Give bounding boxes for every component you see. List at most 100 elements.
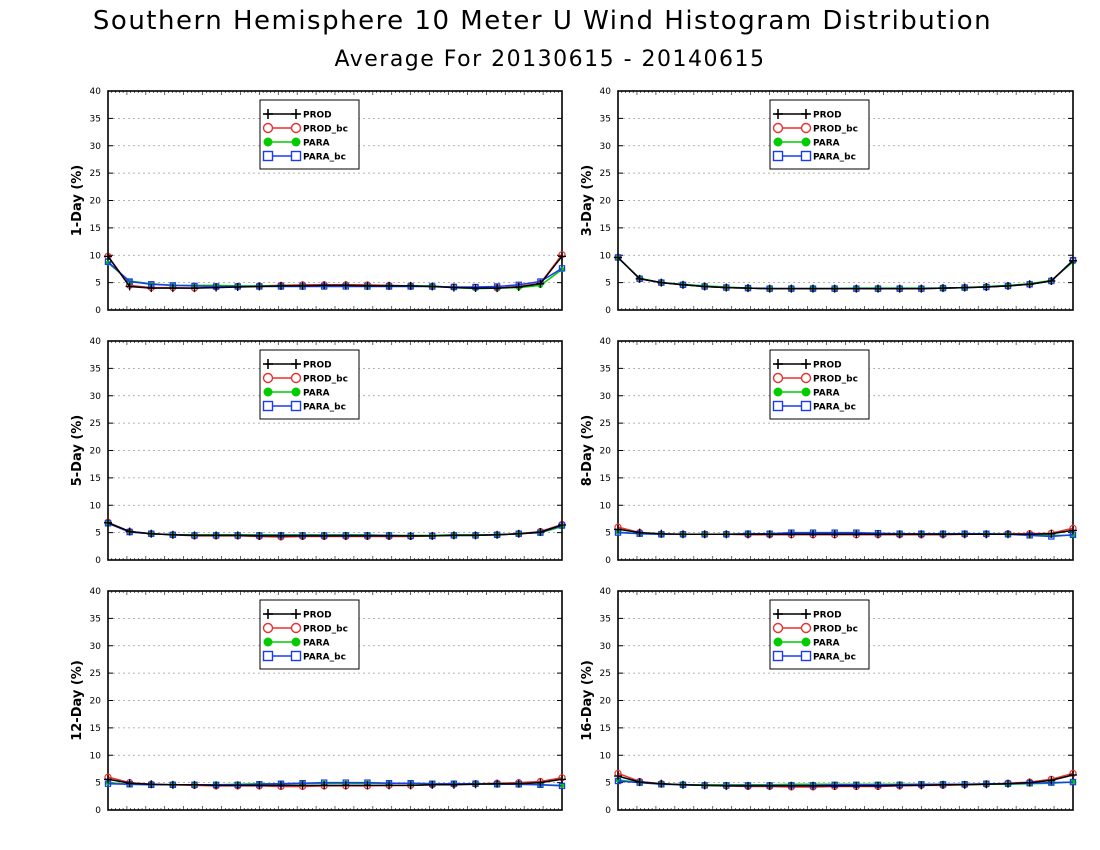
y-tick-label: 10 bbox=[600, 501, 612, 511]
legend-marker bbox=[800, 372, 812, 384]
legend-marker bbox=[772, 622, 784, 634]
series-line-prod bbox=[107, 522, 563, 537]
y-tick-label: 15 bbox=[90, 224, 101, 234]
legend-marker bbox=[290, 150, 302, 162]
legend-marker bbox=[262, 122, 274, 134]
legend-box bbox=[769, 99, 870, 170]
y-axis-label: 3-Day (%) bbox=[580, 165, 595, 237]
legend-marker bbox=[262, 622, 274, 634]
y-tick-label: 10 bbox=[90, 751, 102, 761]
legend-marker bbox=[262, 372, 274, 384]
legend-label: PARA_bc bbox=[303, 653, 346, 663]
legend-marker bbox=[773, 137, 783, 147]
legend-label: PARA_bc bbox=[813, 403, 856, 413]
legend-marker bbox=[773, 637, 783, 647]
legend-marker bbox=[801, 637, 811, 647]
legend-marker bbox=[291, 637, 301, 647]
marker-para-bc bbox=[558, 265, 566, 272]
series-line-para-bc bbox=[107, 261, 563, 288]
y-tick-label: 30 bbox=[90, 392, 102, 402]
y-axis-label: 5-Day (%) bbox=[70, 415, 85, 487]
y-tick-label: 20 bbox=[600, 197, 612, 207]
y-tick-label: 0 bbox=[605, 306, 611, 316]
y-tick-label: 15 bbox=[90, 724, 101, 734]
legend-marker bbox=[800, 400, 812, 412]
y-tick-label: 35 bbox=[90, 614, 101, 624]
y-tick-label: 15 bbox=[90, 474, 101, 484]
legend-marker bbox=[263, 137, 273, 147]
legend-label: PROD bbox=[303, 361, 332, 371]
y-tick-label: 20 bbox=[600, 447, 612, 457]
y-tick-label: 40 bbox=[90, 337, 102, 347]
legend-marker bbox=[290, 622, 302, 634]
y-tick-label: 30 bbox=[90, 142, 102, 152]
y-tick-label: 0 bbox=[95, 306, 101, 316]
y-tick-label: 10 bbox=[90, 501, 102, 511]
legend-label: PROD_bc bbox=[813, 625, 858, 635]
legend-label: PARA bbox=[813, 389, 840, 399]
legend-label: PROD bbox=[303, 611, 332, 621]
legend-label: PARA_bc bbox=[813, 653, 856, 663]
y-tick-label: 5 bbox=[95, 529, 101, 539]
y-tick-label: 10 bbox=[600, 251, 612, 261]
chart-panel: 0 5 10 15 20 25 30 35 40 1-Day (%) PROD PROD_bc PARA… bbox=[70, 87, 566, 316]
legend-marker bbox=[772, 400, 784, 412]
series-line-prod bbox=[617, 774, 1074, 787]
legend-label: PROD bbox=[303, 111, 332, 121]
chart-panel: 0 5 10 15 20 25 30 35 40 8-Day (%) PROD PROD_bc PARA… bbox=[580, 337, 1077, 566]
legend-marker bbox=[772, 122, 784, 134]
series-line-prod-bc bbox=[107, 254, 563, 289]
legend-box bbox=[259, 599, 360, 670]
y-tick-label: 40 bbox=[600, 337, 612, 347]
y-tick-label: 20 bbox=[90, 447, 102, 457]
y-tick-label: 5 bbox=[605, 529, 611, 539]
y-tick-label: 20 bbox=[90, 197, 102, 207]
y-tick-label: 25 bbox=[600, 169, 611, 179]
y-tick-label: 35 bbox=[600, 114, 611, 124]
y-tick-label: 20 bbox=[600, 697, 612, 707]
legend-label: PARA_bc bbox=[813, 153, 856, 163]
y-tick-label: 25 bbox=[600, 419, 611, 429]
y-tick-label: 5 bbox=[605, 279, 611, 289]
legend-label: PROD_bc bbox=[303, 125, 348, 135]
legend-marker bbox=[290, 372, 302, 384]
legend-label: PROD bbox=[813, 611, 842, 621]
y-tick-label: 15 bbox=[600, 224, 611, 234]
y-tick-label: 40 bbox=[600, 587, 612, 597]
y-axis-label: 1-Day (%) bbox=[70, 165, 85, 237]
y-tick-label: 35 bbox=[90, 114, 101, 124]
y-tick-label: 35 bbox=[90, 364, 101, 374]
marker-para-bc bbox=[1069, 778, 1077, 786]
y-axis-label: 12-Day (%) bbox=[70, 660, 85, 741]
legend-marker bbox=[772, 650, 784, 662]
y-tick-label: 25 bbox=[90, 419, 101, 429]
legend-marker bbox=[772, 150, 784, 162]
y-tick-label: 35 bbox=[600, 364, 611, 374]
y-tick-label: 35 bbox=[600, 614, 611, 624]
y-tick-label: 5 bbox=[95, 779, 101, 789]
y-tick-label: 40 bbox=[90, 87, 102, 97]
series-line-prod bbox=[107, 778, 563, 787]
y-tick-label: 30 bbox=[600, 142, 612, 152]
legend-box bbox=[259, 99, 360, 170]
y-axis-label: 16-Day (%) bbox=[580, 660, 595, 741]
legend-label: PARA bbox=[303, 639, 330, 649]
y-tick-label: 25 bbox=[90, 169, 101, 179]
legend-label: PARA bbox=[303, 139, 330, 149]
chart-panel: 0 5 10 15 20 25 30 35 40 3-Day (%) PROD PROD_bc PARA… bbox=[580, 87, 1077, 316]
legend-marker bbox=[290, 400, 302, 412]
legend-marker bbox=[262, 400, 274, 412]
legend-box bbox=[769, 349, 870, 420]
legend-marker bbox=[263, 637, 273, 647]
legend-marker bbox=[262, 150, 274, 162]
figure-title: Southern Hemisphere 10 Meter U Wind Hist… bbox=[92, 6, 993, 36]
legend-marker bbox=[263, 387, 273, 397]
chart-panel: 0 5 10 15 20 25 30 35 40 5-Day (%) PROD PROD_bc PARA… bbox=[70, 337, 566, 566]
y-tick-label: 30 bbox=[600, 642, 612, 652]
legend-marker bbox=[291, 137, 301, 147]
legend-label: PARA bbox=[303, 389, 330, 399]
legend-marker bbox=[290, 650, 302, 662]
y-tick-label: 25 bbox=[90, 669, 101, 679]
legend-marker bbox=[291, 387, 301, 397]
